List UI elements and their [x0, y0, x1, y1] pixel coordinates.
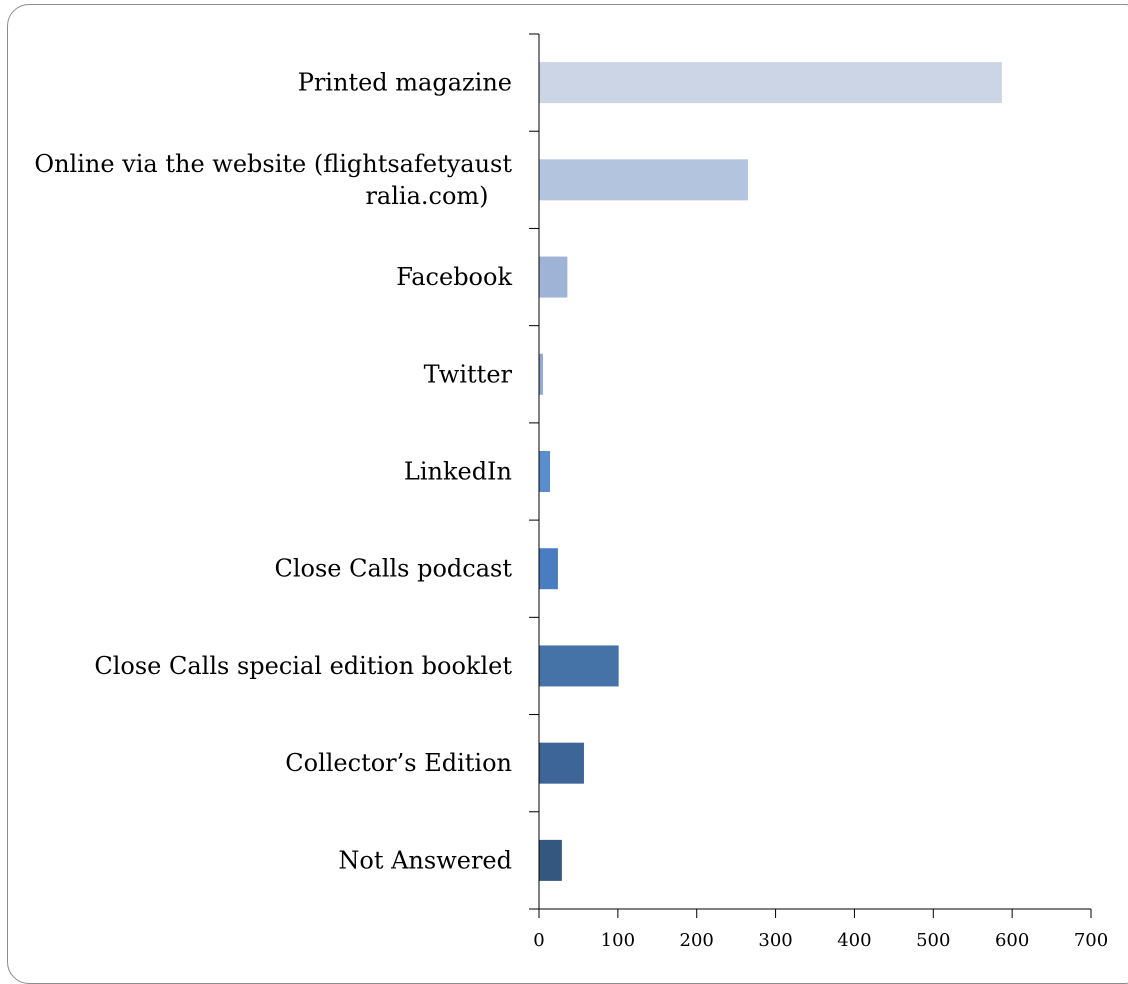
- bars-layer: [539, 62, 1002, 881]
- category-label: LinkedIn: [404, 458, 512, 486]
- x-tick-labels: 0 100 200 300 400 500 600 700: [533, 930, 1108, 951]
- bar-6: [539, 548, 558, 590]
- bar-chart: Printed magazine Online via the website (…: [34, 33, 1108, 951]
- category-label: Collector’s Edition: [285, 749, 512, 777]
- category-label: Not Answered: [338, 846, 512, 874]
- category-label: Facebook: [396, 263, 512, 291]
- x-tick-label: 300: [758, 930, 792, 951]
- x-tick-label: 700: [1074, 930, 1108, 951]
- x-tick-label: 100: [601, 930, 635, 951]
- category-label: Twitter: [424, 360, 513, 388]
- x-tick-label: 200: [680, 930, 714, 951]
- bar-4: [539, 353, 543, 395]
- category-label: Printed magazine: [298, 69, 512, 97]
- bar-3: [539, 256, 568, 298]
- x-tick-label: 400: [837, 930, 871, 951]
- x-tick-label: 0: [533, 930, 544, 951]
- bar-5: [539, 451, 551, 492]
- bar-7: [539, 645, 619, 687]
- axes: [529, 33, 1092, 918]
- category-labels: Printed magazine Online via the website (…: [34, 69, 512, 875]
- category-label: Close Calls special edition booklet: [94, 652, 512, 680]
- bar-1: [539, 62, 1002, 104]
- category-label: Close Calls podcast: [275, 555, 513, 583]
- bar-9: [539, 839, 562, 881]
- bar-2: [539, 159, 748, 201]
- x-tick-label: 500: [916, 930, 950, 951]
- bar-8: [539, 742, 584, 784]
- x-tick-label: 600: [995, 930, 1029, 951]
- category-label: Online via the website (flightsafetyaust…: [34, 150, 512, 210]
